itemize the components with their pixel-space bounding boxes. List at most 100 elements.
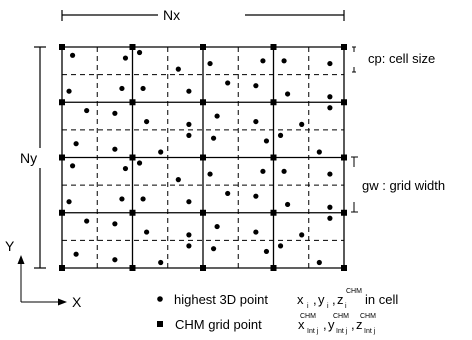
legend-point-var-z: z [337, 292, 344, 307]
legend-point-text: highest 3D point [174, 292, 268, 307]
highest-point [285, 201, 291, 208]
highest-point [260, 58, 266, 64]
chm-grid-point [270, 265, 277, 271]
highest-point [225, 190, 231, 197]
highest-point [327, 171, 333, 177]
chm-grid-point [59, 209, 65, 216]
highest-point [84, 218, 90, 224]
y-arrow-icon [17, 255, 25, 264]
highest-point [136, 160, 143, 166]
highest-point [158, 149, 164, 155]
legend-grid-point: CHM grid point CHM x Int j , CHM y Int j… [157, 313, 376, 335]
highest-point [299, 232, 305, 238]
svg-text:,: , [351, 317, 355, 332]
grid-point-marker-icon [157, 321, 163, 327]
legend-grid-sub-x: Int j [307, 328, 319, 335]
highest-point [175, 66, 181, 72]
chm-grid-point [341, 154, 347, 161]
chm-grid-point [270, 209, 277, 216]
highest-point [186, 232, 192, 238]
x-arrow-icon [58, 298, 67, 306]
highest-point [316, 149, 322, 155]
cell-size-bracket: cp: cell size [352, 46, 435, 73]
chm-grid-point [341, 209, 347, 216]
highest-point [112, 146, 118, 152]
highest-point [225, 80, 231, 86]
highest-point [140, 85, 146, 92]
highest-point [210, 246, 217, 252]
highest-point [69, 163, 76, 169]
legend-grid-sup-x: CHM [300, 313, 316, 320]
cell-points [66, 49, 333, 266]
highest-point [253, 193, 259, 199]
highest-point [277, 132, 284, 138]
highest-point [144, 118, 150, 125]
highest-point [144, 229, 150, 235]
legend-point-sub-x: i [307, 303, 309, 310]
chm-grid-point [59, 99, 65, 106]
highest-point [186, 88, 192, 94]
highest-point [73, 251, 79, 257]
chm-grid-point [59, 265, 65, 271]
legend-cell-point: highest 3D point x i , y i , z i CHM in … [157, 288, 398, 310]
highest-point [207, 171, 213, 177]
highest-point [263, 138, 270, 144]
chm-grid-point [59, 44, 65, 50]
chm-grid-point [200, 209, 206, 216]
highest-point [186, 121, 192, 127]
highest-point [66, 199, 72, 205]
legend-point-var-x: x [297, 292, 304, 307]
highest-point [299, 121, 305, 127]
legend-point-sub-y: i [327, 303, 329, 310]
legend-grid-var-z: z [356, 317, 363, 332]
legend-grid-var-y: y [328, 317, 335, 332]
legend-point-sub-z: i [345, 303, 347, 310]
highest-point [186, 132, 192, 138]
highest-point [66, 88, 72, 94]
highest-point [285, 91, 291, 97]
highest-point [260, 168, 266, 174]
chm-grid-point [341, 99, 347, 106]
highest-point [253, 83, 259, 89]
highest-point [175, 177, 181, 183]
svg-text:,: , [323, 317, 327, 332]
highest-point [327, 215, 333, 221]
highest-point [69, 52, 76, 58]
chm-grid-point [129, 154, 136, 161]
highest-point [73, 141, 79, 147]
x-axis-label: X [72, 294, 82, 310]
chm-grid-point [270, 154, 277, 161]
chm-grid-point [129, 265, 136, 271]
nx-label: Nx [163, 7, 180, 23]
axes: Y X [5, 238, 82, 310]
legend-grid-sub-z: Int j [364, 328, 376, 335]
highest-point [327, 94, 333, 100]
highest-point [140, 196, 146, 202]
svg-text:,: , [313, 292, 317, 307]
highest-point [316, 259, 322, 266]
highest-point [253, 118, 259, 125]
nx-dimension: Nx [61, 7, 345, 23]
svg-text:,: , [332, 292, 336, 307]
grid-width-label: gw : grid width [362, 178, 445, 193]
highest-point [281, 58, 287, 64]
y-axis-label: Y [5, 238, 15, 254]
grid-width-bracket: gw : grid width [351, 156, 445, 213]
highest-point [214, 223, 220, 230]
legend-grid-var-x: x [298, 317, 305, 332]
highest-point [277, 243, 284, 249]
highest-point [122, 165, 129, 172]
legend-grid-sub-y: Int j [336, 328, 348, 335]
ny-dimension: Ny [20, 46, 46, 269]
highest-point [327, 60, 333, 67]
legend-point-sup-z: CHM [346, 288, 362, 295]
chm-grid-point [200, 154, 206, 161]
highest-point [112, 110, 118, 116]
highest-point [122, 55, 129, 61]
highest-point [214, 113, 220, 119]
highest-point [119, 196, 125, 202]
legend-point-suffix: in cell [365, 292, 398, 307]
chm-grid-point [59, 154, 65, 161]
